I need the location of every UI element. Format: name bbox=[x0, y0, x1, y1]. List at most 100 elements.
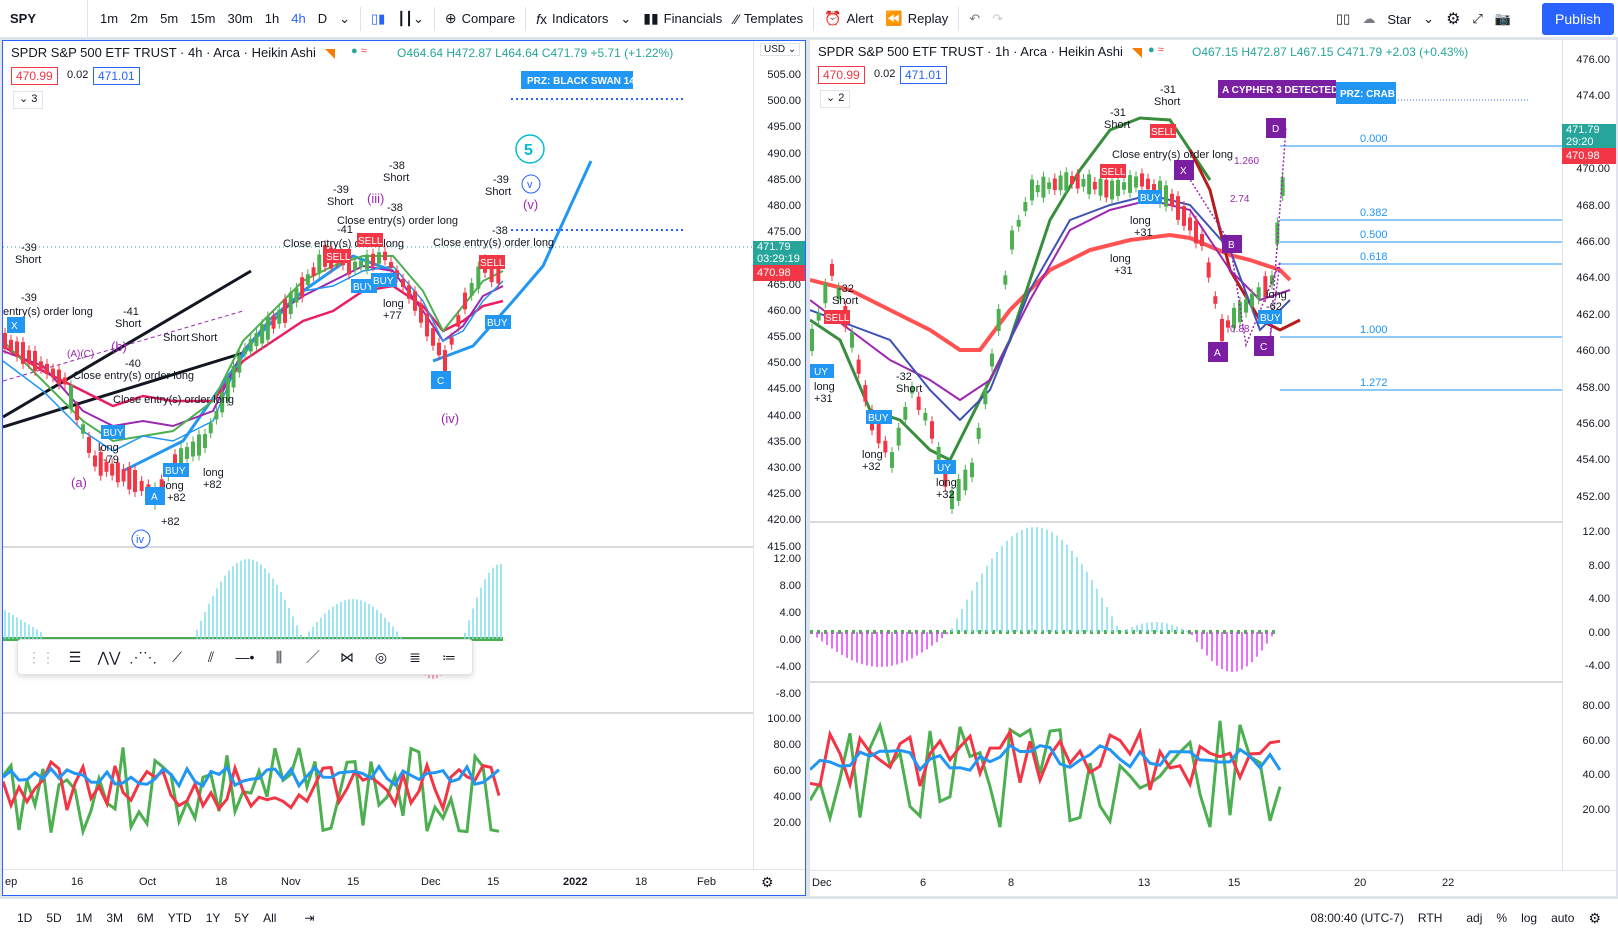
pitchfork-icon[interactable]: ⫽ bbox=[207, 648, 215, 665]
bar-countdown: 03:29:19 bbox=[757, 253, 800, 265]
interval-5m[interactable]: 5m bbox=[160, 11, 179, 26]
auto-button[interactable]: auto bbox=[1551, 911, 1575, 925]
legend-collapse-button[interactable]: ⌄ 2 bbox=[820, 90, 851, 108]
r-ann-long-c: long bbox=[814, 381, 835, 393]
r-ann-short-a: Short bbox=[1104, 119, 1130, 131]
ask-box[interactable]: 471.01 bbox=[900, 66, 947, 84]
alert-button[interactable]: ⏰ Alert bbox=[818, 0, 879, 38]
range-button-ytd[interactable]: YTD bbox=[167, 910, 192, 925]
interval-d[interactable]: D bbox=[317, 11, 328, 26]
interval-1m[interactable]: 1m bbox=[100, 11, 119, 26]
range-button-all[interactable]: All bbox=[263, 910, 277, 925]
left-chart-canvas[interactable]: -39 Short entry(s) order long -39 -41 Sh… bbox=[3, 41, 753, 871]
interval-15m[interactable]: 15m bbox=[190, 11, 216, 26]
rth-button[interactable]: RTH bbox=[1417, 911, 1443, 925]
legend-collapse-button[interactable]: ⌄ 3 bbox=[13, 91, 44, 109]
ann-p82-b: +82 bbox=[161, 516, 180, 528]
right-chart-canvas[interactable]: 0.000 0.382 0.500 0.618 1.000 1.272 X A … bbox=[810, 40, 1562, 870]
adj-button[interactable]: adj bbox=[1466, 911, 1483, 925]
timezone-button[interactable]: 08:00:40 (UTC-7) bbox=[1310, 911, 1404, 925]
price-axis-label: 20.00 bbox=[773, 817, 801, 829]
ann-m39-b: -39 bbox=[333, 184, 349, 196]
camera-icon[interactable]: 📷 bbox=[1494, 11, 1511, 26]
range-button-6m[interactable]: 6M bbox=[137, 910, 154, 925]
gann-icon[interactable]: ⫼ bbox=[275, 648, 283, 665]
interval-2m[interactable]: 2m bbox=[130, 11, 149, 26]
interval-4h[interactable]: 4h bbox=[291, 11, 306, 26]
goto-date-icon[interactable]: ⇥ bbox=[304, 910, 315, 925]
prz-black-swan-label: PRZ: BLACK SWAN 14 bbox=[527, 76, 635, 87]
layout-icon[interactable]: ▯▯ bbox=[1336, 11, 1351, 26]
interval-dropdown-chevron-down-icon[interactable]: ⌄ bbox=[339, 10, 351, 26]
log-button[interactable]: log bbox=[1521, 911, 1538, 925]
replay-button[interactable]: ⏪ Replay bbox=[879, 0, 954, 38]
axis-settings-gear-icon[interactable]: ⚙ bbox=[761, 874, 774, 890]
line-tool-icon[interactable]: ／ bbox=[306, 649, 320, 665]
r-ann-p32-b: +32 bbox=[936, 489, 955, 501]
curve-icon[interactable]: ◎ bbox=[374, 648, 388, 665]
undo-icon[interactable]: ↶ bbox=[969, 10, 981, 26]
bid-box[interactable]: 470.99 bbox=[11, 67, 58, 85]
price-axis-label: 468.00 bbox=[1576, 199, 1610, 212]
prz-crab-label: PRZ: CRAB 3 bbox=[1340, 89, 1404, 100]
ann-short-d: Short bbox=[327, 196, 353, 208]
ask-box[interactable]: 471.01 bbox=[93, 67, 140, 85]
currency-select[interactable]: USD ⌄ bbox=[760, 43, 801, 56]
ann-p77: +77 bbox=[383, 310, 402, 322]
last-price-value: 471.79 bbox=[1566, 124, 1600, 136]
candle-chart-type-icon[interactable]: ┃┃⌄ bbox=[397, 10, 424, 26]
price-axis-label: -4.00 bbox=[775, 661, 801, 673]
percent-button[interactable]: % bbox=[1496, 911, 1508, 925]
interval-1h[interactable]: 1h bbox=[264, 11, 280, 26]
left-price-axis[interactable]: USD ⌄ 505.00 500.00 495.00 490.00 485.00 480.… bbox=[753, 41, 805, 871]
ann-m41-a: -41 bbox=[123, 306, 139, 318]
star-chevron-down-icon[interactable]: ⌄ bbox=[1423, 11, 1435, 26]
flag-icon[interactable] bbox=[1132, 48, 1142, 58]
range-button-1d[interactable]: 1D bbox=[17, 910, 33, 925]
fullscreen-icon[interactable]: ⤢ bbox=[1472, 11, 1483, 26]
star-button[interactable]: Star bbox=[1381, 0, 1417, 38]
financials-button[interactable]: ▮▮ Financials bbox=[637, 0, 728, 38]
right-chart-title[interactable]: SPDR S&P 500 ETF TRUST · 1h · Arca · Hei… bbox=[818, 44, 1123, 59]
interval-30m[interactable]: 30m bbox=[227, 11, 253, 26]
templates-button[interactable]: ⁄⁄ Templates bbox=[728, 0, 809, 38]
bid-box[interactable]: 470.99 bbox=[818, 66, 865, 84]
gear-icon[interactable]: ⚙ bbox=[1446, 11, 1461, 28]
right-time-axis[interactable]: Dec 6 8 13 15 20 22 bbox=[810, 870, 1616, 896]
redo-icon[interactable]: ↷ bbox=[992, 10, 1004, 26]
indicators-button[interactable]: fx Indicators bbox=[530, 0, 614, 38]
range-button-1y[interactable]: 1Y bbox=[205, 910, 221, 925]
drag-handle-icon[interactable]: ⋮⋮ bbox=[27, 648, 55, 665]
range-button-5y[interactable]: 5Y bbox=[234, 910, 250, 925]
symbol-search[interactable]: SPY bbox=[0, 0, 88, 38]
elliott-wave-icon[interactable]: ⋰⋱ bbox=[129, 648, 157, 665]
publish-button[interactable]: Publish bbox=[1542, 3, 1614, 35]
right-chart-pane[interactable]: 0.000 0.382 0.500 0.618 1.000 1.272 X A … bbox=[810, 40, 1616, 896]
range-button-1m[interactable]: 1M bbox=[75, 910, 93, 925]
xabcd-pattern-icon[interactable]: ⋈ bbox=[340, 648, 354, 665]
horizontal-ray-icon[interactable]: —• bbox=[235, 649, 255, 665]
more-tools-icon[interactable]: ≔ bbox=[442, 648, 456, 665]
r-uy-tag-b-label: UY bbox=[937, 463, 951, 474]
wave-iv-circle bbox=[131, 529, 151, 549]
wave-label-abc: (A)(C) bbox=[67, 349, 94, 360]
wave-v-circle bbox=[521, 174, 541, 194]
bar-chart-type-icon[interactable]: ▯▮ bbox=[371, 10, 386, 26]
scale-settings-gear-icon[interactable]: ⚙ bbox=[1588, 909, 1601, 926]
forecast-icon[interactable]: ≣ bbox=[409, 648, 421, 665]
templates-label: Templates bbox=[743, 11, 804, 26]
range-button-3m[interactable]: 3M bbox=[106, 910, 124, 925]
abcd-pattern-icon[interactable]: ⋀⋁ bbox=[97, 648, 121, 665]
indicators-chevron-down-icon[interactable]: ⌄ bbox=[620, 10, 632, 26]
fib-retracement-icon[interactable]: ☰ bbox=[68, 648, 82, 665]
left-chart-pane[interactable]: -39 Short entry(s) order long -39 -41 Sh… bbox=[2, 40, 806, 896]
right-candles bbox=[810, 167, 1285, 515]
flag-icon[interactable] bbox=[325, 49, 335, 59]
range-button-5d[interactable]: 5D bbox=[46, 910, 62, 925]
cloud-icon[interactable]: ☁ bbox=[1362, 11, 1376, 26]
left-time-axis[interactable]: ep 16 Oct 18 Nov 15 Dec 15 2022 18 Feb ⚙ bbox=[3, 869, 805, 895]
left-chart-title[interactable]: SPDR S&P 500 ETF TRUST · 4h · Arca · Hei… bbox=[11, 45, 316, 60]
trend-line-icon[interactable]: ⟋ bbox=[172, 648, 182, 665]
right-price-axis[interactable]: 476.00474.00472.00470.00468.00466.00464.… bbox=[1562, 40, 1616, 870]
compare-button[interactable]: ⊕ Compare bbox=[439, 0, 521, 38]
